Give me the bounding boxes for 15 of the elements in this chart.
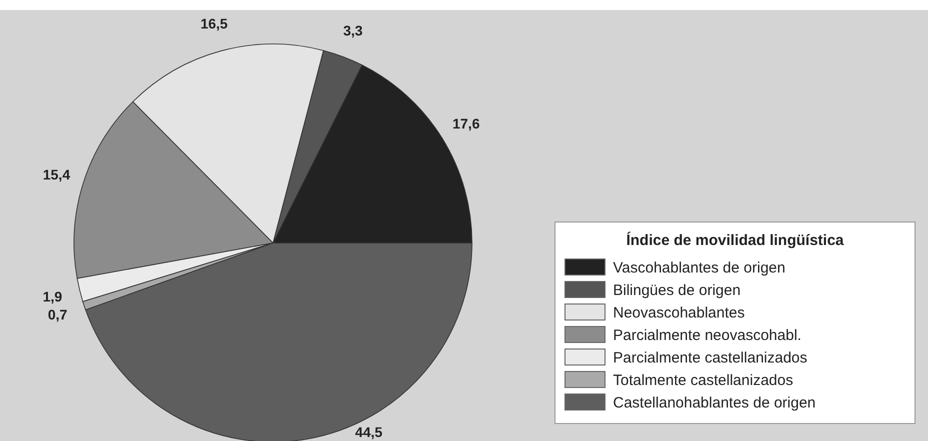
data-label: 16,5 [200, 16, 228, 32]
legend-label: Bilingües de origen [613, 282, 741, 299]
legend-title: Índice de movilidad lingüística [626, 231, 844, 249]
legend-label: Neovascohablantes [613, 304, 745, 322]
legend-label: Totalmente castellanizados [613, 372, 794, 389]
data-label: 44,5 [355, 424, 383, 440]
legend-label: Parcialmente castellanizados [613, 349, 808, 366]
data-label: 1,9 [42, 288, 62, 305]
data-label: 15,4 [42, 166, 70, 183]
data-label: 17,6 [452, 116, 480, 132]
legend-label: Vascohablantes de origen [613, 259, 786, 276]
data-label: 3,3 [343, 22, 363, 38]
legend-label: Parcialmente neovascohabl. [613, 326, 802, 344]
data-label: 0,7 [48, 306, 68, 322]
legend-label: Castellanohablantes de origen [613, 394, 816, 412]
